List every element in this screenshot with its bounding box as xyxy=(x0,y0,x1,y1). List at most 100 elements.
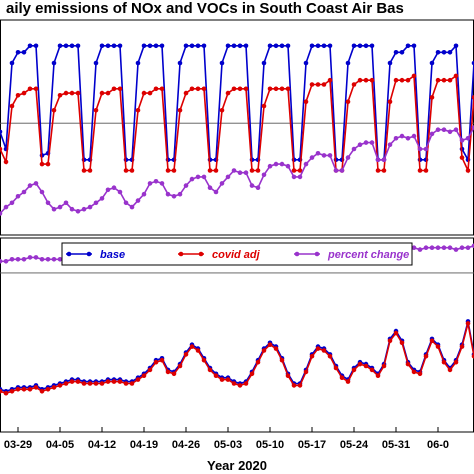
data-point-percent-change xyxy=(273,161,279,167)
data-point-percent-change xyxy=(441,127,447,132)
data-point-covid-adj xyxy=(3,159,9,165)
data-point-percent-change xyxy=(465,136,471,141)
data-point-percent-change xyxy=(0,211,3,216)
data-point-base xyxy=(0,129,3,135)
data-point-covid-adj xyxy=(309,354,315,359)
data-point-covid-adj xyxy=(87,168,93,173)
data-point-covid-adj xyxy=(411,73,417,79)
data-point-covid-adj xyxy=(303,369,309,375)
data-point-percent-change xyxy=(471,125,474,130)
data-point-covid-adj xyxy=(207,367,213,373)
data-point-percent-change xyxy=(57,257,63,262)
data-point-covid-adj xyxy=(33,86,39,92)
data-point-covid-adj xyxy=(177,363,183,369)
data-point-percent-change xyxy=(225,174,231,180)
data-point-covid-adj xyxy=(231,86,237,92)
data-point-covid-adj xyxy=(363,363,369,369)
data-point-percent-change xyxy=(105,187,111,193)
data-point-percent-change xyxy=(0,259,3,264)
data-point-covid-adj xyxy=(81,381,87,386)
data-point-covid-adj xyxy=(93,108,99,113)
data-point-percent-change xyxy=(453,247,459,252)
x-tick-label: 05-17 xyxy=(298,439,326,451)
data-point-covid-adj xyxy=(189,86,195,92)
legend-swatch-marker xyxy=(66,251,72,257)
data-point-covid-adj xyxy=(435,77,441,83)
data-point-covid-adj xyxy=(279,86,285,92)
legend-swatch-marker xyxy=(314,251,320,257)
data-point-percent-change xyxy=(429,131,435,137)
data-point-covid-adj xyxy=(135,108,141,113)
data-point-percent-change xyxy=(231,168,237,173)
data-point-covid-adj xyxy=(81,168,87,173)
data-point-percent-change xyxy=(459,245,465,250)
data-point-covid-adj xyxy=(129,168,135,173)
data-point-percent-change xyxy=(93,200,99,206)
data-point-covid-adj xyxy=(429,338,435,344)
data-point-covid-adj xyxy=(207,168,213,173)
data-point-percent-change xyxy=(75,209,81,214)
x-axis-ticks: 03-29 04-05 04-12 04-19 04-26 05-03 05-10 05-17… xyxy=(4,427,449,451)
data-point-covid-adj xyxy=(393,330,399,336)
data-point-covid-adj xyxy=(273,86,279,92)
data-point-percent-change xyxy=(387,142,393,147)
data-point-covid-adj xyxy=(399,340,405,346)
data-point-base xyxy=(63,43,69,49)
x-tick-label: 04-19 xyxy=(130,439,158,451)
chart-title: aily emissions of NOx and VOCs in South … xyxy=(6,0,404,17)
data-point-covid-adj xyxy=(291,383,297,388)
data-point-percent-change xyxy=(315,151,321,156)
data-point-covid-adj xyxy=(429,95,435,100)
data-point-covid-adj xyxy=(237,86,243,92)
data-point-covid-adj xyxy=(183,352,189,357)
data-point-covid-adj xyxy=(279,357,285,363)
data-point-covid-adj xyxy=(99,90,105,96)
data-point-percent-change xyxy=(207,185,213,190)
data-point-covid-adj xyxy=(249,371,255,377)
data-point-base xyxy=(147,43,153,49)
data-point-covid-adj xyxy=(471,95,474,100)
data-point-covid-adj xyxy=(213,168,219,173)
data-point-covid-adj xyxy=(435,344,441,349)
data-point-percent-change xyxy=(327,153,333,158)
data-point-covid-adj xyxy=(177,108,183,113)
data-point-base xyxy=(111,43,117,49)
data-point-base xyxy=(225,43,231,49)
data-point-covid-adj xyxy=(381,363,387,369)
data-point-percent-change xyxy=(399,133,405,139)
data-point-percent-change xyxy=(357,142,363,147)
data-point-percent-change xyxy=(39,257,45,262)
data-point-base xyxy=(15,50,21,55)
data-point-percent-change xyxy=(69,206,75,212)
data-point-base xyxy=(357,43,363,49)
data-point-percent-change xyxy=(465,245,471,250)
data-point-percent-change xyxy=(135,198,141,203)
data-point-covid-adj xyxy=(441,359,447,365)
data-point-covid-adj xyxy=(309,82,315,87)
data-point-covid-adj xyxy=(471,354,474,359)
data-point-covid-adj xyxy=(183,90,189,96)
data-point-base xyxy=(117,43,123,49)
data-point-covid-adj xyxy=(39,389,45,394)
x-tick-label: 04-12 xyxy=(88,439,116,451)
data-point-covid-adj xyxy=(285,373,291,379)
data-point-covid-adj xyxy=(417,168,423,173)
data-point-percent-change xyxy=(471,243,474,249)
data-point-base xyxy=(243,43,249,49)
data-point-percent-change xyxy=(405,136,411,141)
data-point-base xyxy=(177,60,183,66)
data-point-percent-change xyxy=(261,172,267,178)
data-point-percent-change xyxy=(165,191,171,197)
data-point-covid-adj xyxy=(87,381,93,386)
data-point-percent-change xyxy=(27,183,33,188)
data-point-base xyxy=(471,60,474,66)
legend-box xyxy=(61,242,413,266)
data-point-covid-adj xyxy=(171,371,177,377)
data-point-covid-adj xyxy=(375,168,381,173)
data-point-covid-adj xyxy=(405,77,411,83)
data-point-percent-change xyxy=(99,196,105,201)
data-point-covid-adj xyxy=(117,86,123,92)
data-point-percent-change xyxy=(45,200,51,206)
data-point-percent-change xyxy=(39,189,45,195)
data-point-covid-adj xyxy=(315,82,321,87)
